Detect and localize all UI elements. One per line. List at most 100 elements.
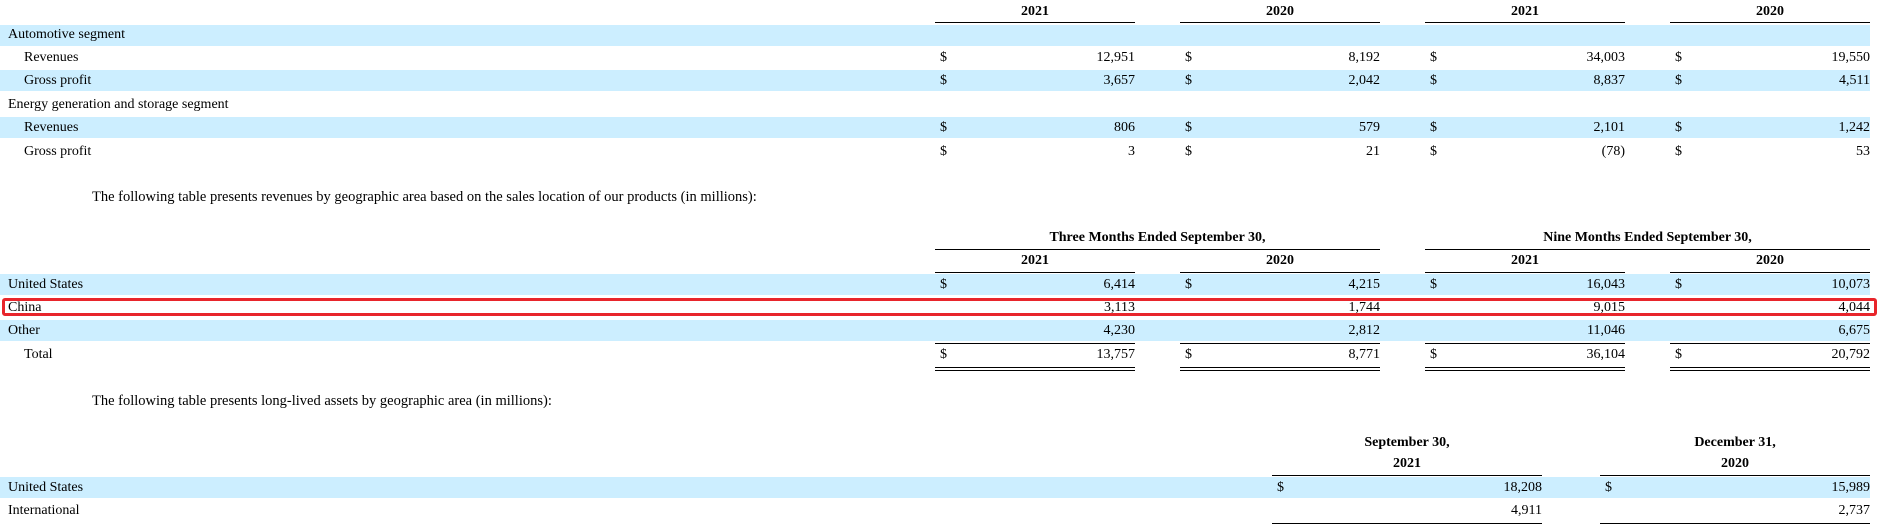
header-rule	[935, 272, 1135, 273]
cell-value: 4,511	[1839, 73, 1870, 88]
group-header-rule	[935, 249, 1380, 250]
header-rule	[1272, 475, 1542, 476]
dollar-sign: $	[1430, 120, 1437, 135]
row-label-other: Other	[8, 323, 40, 338]
row-label-assets-international: International	[8, 503, 80, 518]
dollar-sign: $	[1185, 347, 1192, 362]
total-double-rule	[1180, 367, 1380, 371]
row-label-assets-united-states: United States	[8, 480, 84, 495]
cell-value: 1,242	[1838, 120, 1871, 135]
cell-value: 1,744	[1348, 300, 1381, 315]
dollar-sign: $	[940, 50, 947, 65]
subtotal-rule	[1600, 523, 1870, 524]
subtotal-rule	[1670, 343, 1870, 344]
col-header-2021-n: 2021	[1511, 4, 1539, 19]
dollar-sign: $	[1430, 144, 1437, 159]
row-label-automotive-revenues: Revenues	[24, 50, 79, 65]
subtotal-rule	[935, 343, 1135, 344]
dollar-sign: $	[1675, 120, 1682, 135]
header-rule	[1670, 272, 1870, 273]
cell-value: 2,101	[1593, 120, 1626, 135]
paragraph-assets-intro: The following table presents long-lived …	[92, 393, 552, 409]
header-rule	[1180, 22, 1380, 23]
total-double-rule	[935, 367, 1135, 371]
dollar-sign: $	[940, 120, 947, 135]
dollar-sign: $	[1430, 277, 1437, 292]
row-band	[0, 320, 1870, 341]
header-rule	[1180, 272, 1380, 273]
cell-value: 34,003	[1586, 50, 1626, 65]
dollar-sign: $	[1185, 277, 1192, 292]
col-header-2021-q: 2021	[1021, 4, 1049, 19]
row-label-automotive-gross-profit: Gross profit	[24, 73, 92, 88]
dollar-sign: $	[940, 347, 947, 362]
dollar-sign: $	[1277, 480, 1284, 495]
col-header-dec-31-line2: 2020	[1721, 456, 1749, 471]
row-band	[0, 117, 1870, 138]
dollar-sign: $	[940, 277, 947, 292]
cell-value: 3,113	[1104, 300, 1135, 315]
header-rule	[1425, 272, 1625, 273]
row-band	[0, 274, 1870, 295]
cell-value: 8,771	[1348, 347, 1381, 362]
row-label-energy-gross-profit: Gross profit	[24, 144, 92, 159]
dollar-sign: $	[1185, 73, 1192, 88]
cell-value: 9,015	[1593, 300, 1626, 315]
dollar-sign: $	[1675, 277, 1682, 292]
dollar-sign: $	[1675, 73, 1682, 88]
dollar-sign: $	[940, 144, 947, 159]
cell-value: 20,792	[1831, 347, 1871, 362]
col-header-2020-n: 2020	[1756, 253, 1784, 268]
section-label-automotive: Automotive segment	[8, 27, 126, 42]
dollar-sign: $	[1185, 120, 1192, 135]
cell-value: 3,657	[1103, 73, 1136, 88]
cell-value: 16,043	[1586, 277, 1626, 292]
group-header-three-months: Three Months Ended September 30,	[1049, 230, 1266, 245]
col-header-2021-n: 2021	[1511, 253, 1539, 268]
cell-value: 4,215	[1348, 277, 1381, 292]
cell-value: 2,812	[1348, 323, 1381, 338]
dollar-sign: $	[940, 73, 947, 88]
cell-value: 15,989	[1831, 480, 1871, 495]
dollar-sign: $	[1185, 50, 1192, 65]
cell-value: 579	[1359, 120, 1380, 135]
row-label-energy-revenues: Revenues	[24, 120, 79, 135]
col-header-sep-30-line2: 2021	[1393, 456, 1421, 471]
col-header-2021-q: 2021	[1021, 253, 1049, 268]
cell-value: 11,046	[1587, 323, 1625, 338]
row-label-china: China	[8, 300, 42, 315]
subtotal-rule	[1425, 343, 1625, 344]
group-header-nine-months: Nine Months Ended September 30,	[1543, 230, 1752, 245]
cell-value: 36,104	[1586, 347, 1626, 362]
row-band	[0, 25, 1870, 46]
subtotal-rule	[1272, 523, 1542, 524]
dollar-sign: $	[1605, 480, 1612, 495]
dollar-sign: $	[1675, 50, 1682, 65]
cell-value: 3	[1128, 144, 1135, 159]
total-double-rule	[1670, 367, 1870, 371]
cell-value: 13,757	[1096, 347, 1136, 362]
dollar-sign: $	[1185, 144, 1192, 159]
cell-value: 18,208	[1503, 480, 1543, 495]
subtotal-rule	[1180, 343, 1380, 344]
cell-value: 4,230	[1103, 323, 1136, 338]
cell-value: 2,737	[1838, 503, 1871, 518]
dollar-sign: $	[1675, 144, 1682, 159]
dollar-sign: $	[1675, 347, 1682, 362]
cell-value: 21	[1366, 144, 1380, 159]
col-header-sep-30-line1: September 30,	[1364, 435, 1450, 450]
cell-value: 4,911	[1511, 503, 1542, 518]
row-band	[0, 477, 1870, 498]
cell-value: 2,042	[1348, 73, 1381, 88]
header-rule	[935, 22, 1135, 23]
row-label-total: Total	[24, 347, 53, 362]
col-header-dec-31-line1: December 31,	[1694, 435, 1776, 450]
paragraph-revenue-intro: The following table presents revenues by…	[92, 189, 757, 205]
dollar-sign: $	[1430, 347, 1437, 362]
cell-value: (78)	[1601, 144, 1625, 159]
cell-value: 10,073	[1831, 277, 1871, 292]
col-header-2020-n: 2020	[1756, 4, 1784, 19]
row-band	[0, 70, 1870, 91]
cell-value: 19,550	[1831, 50, 1871, 65]
